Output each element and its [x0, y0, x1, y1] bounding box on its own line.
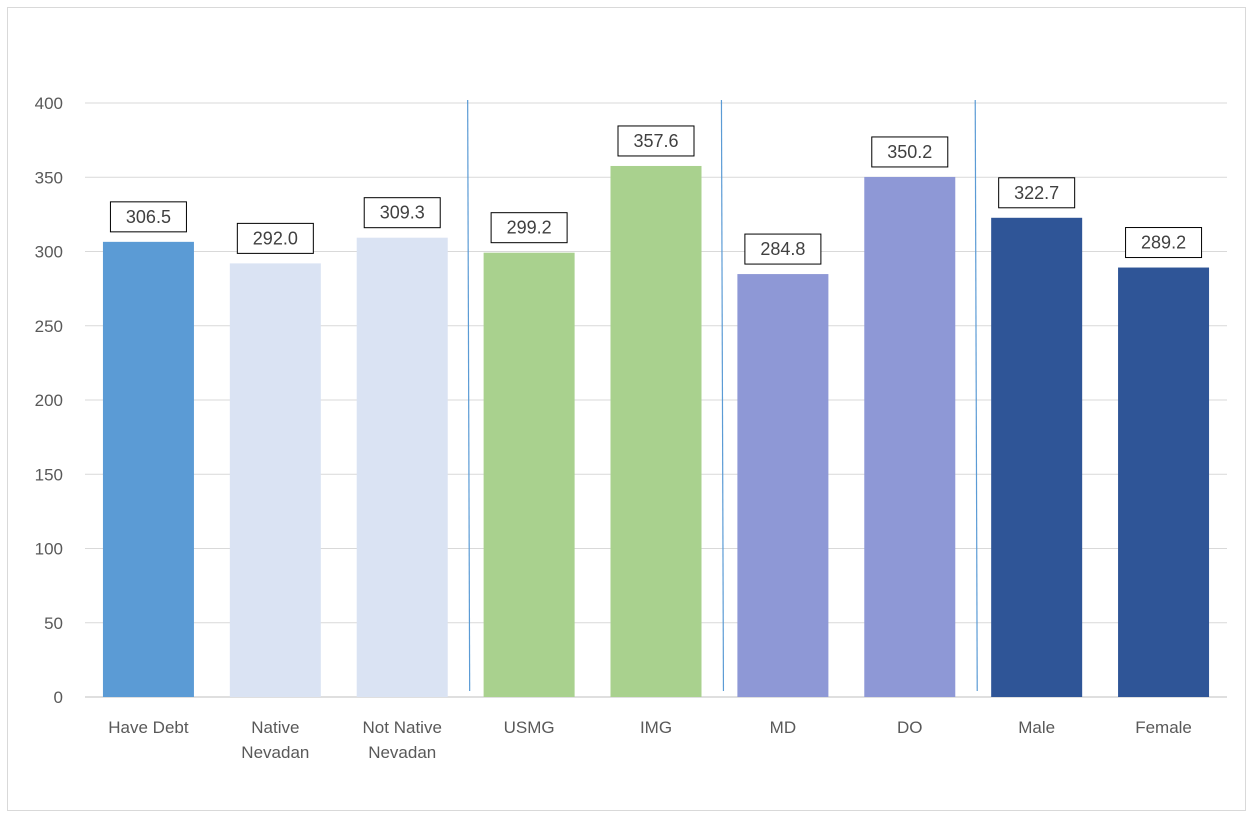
- x-category-label: MD: [770, 718, 796, 737]
- data-labels: 306.5 292.0 309.3 299.2 357.6 284.8 350.2 322.7…: [109, 125, 1203, 265]
- data-label-box: [109, 201, 187, 233]
- bar: [356, 237, 448, 697]
- y-tick-label: 0: [54, 688, 63, 707]
- data-label: 306.5: [126, 207, 171, 227]
- data-label-box: [1125, 227, 1203, 259]
- x-category-label: Nevadan: [368, 743, 436, 762]
- x-axis-categories: Have Debt Native Nevadan Not Native Nevadan U…: [108, 718, 1192, 762]
- bar: [737, 274, 829, 697]
- data-label-box: [744, 233, 822, 265]
- bar: [864, 176, 956, 697]
- data-label-box: [490, 212, 568, 244]
- y-tick-label: 50: [44, 614, 63, 633]
- data-label-box: [236, 222, 314, 254]
- y-tick-label: 200: [35, 391, 63, 410]
- data-label: 289.2: [1141, 233, 1186, 253]
- bar: [483, 252, 575, 698]
- data-label: 292.0: [253, 228, 298, 248]
- data-label-box: [871, 136, 949, 168]
- data-label: 284.8: [760, 239, 805, 259]
- y-tick-label: 300: [35, 243, 63, 262]
- data-label: 299.2: [507, 218, 552, 238]
- bar: [991, 217, 1083, 697]
- x-category-label: Male: [1018, 718, 1055, 737]
- bars: [102, 165, 1210, 698]
- group-separator-line: [974, 99, 978, 692]
- bar: [610, 165, 702, 698]
- data-label-box: [363, 197, 441, 229]
- group-separator-line: [467, 99, 471, 692]
- y-tick-label: 150: [35, 465, 63, 484]
- x-category-label: Nevadan: [241, 743, 309, 762]
- data-label: 357.6: [633, 131, 678, 151]
- data-label-box: [617, 125, 695, 157]
- x-category-label: Have Debt: [108, 718, 189, 737]
- bar: [229, 263, 321, 697]
- y-tick-label: 250: [35, 317, 63, 336]
- bar: [102, 241, 194, 697]
- group-separators: [467, 99, 978, 692]
- bar: [1118, 267, 1210, 697]
- data-label-box: [998, 177, 1076, 209]
- y-tick-label: 100: [35, 540, 63, 559]
- x-category-label: IMG: [640, 718, 672, 737]
- x-category-label: Female: [1135, 718, 1192, 737]
- data-label: 309.3: [380, 203, 425, 223]
- x-category-label: Native: [251, 718, 299, 737]
- x-category-label: DO: [897, 718, 923, 737]
- y-tick-label: 350: [35, 168, 63, 187]
- y-axis-ticks: 0 50 100 150 200 250 300 350 400: [35, 94, 63, 707]
- x-category-label: Not Native: [363, 718, 442, 737]
- y-tick-label: 400: [35, 94, 63, 113]
- x-category-label: USMG: [504, 718, 555, 737]
- data-label: 322.7: [1014, 183, 1059, 203]
- data-label: 350.2: [887, 142, 932, 162]
- group-separator-line: [720, 99, 725, 692]
